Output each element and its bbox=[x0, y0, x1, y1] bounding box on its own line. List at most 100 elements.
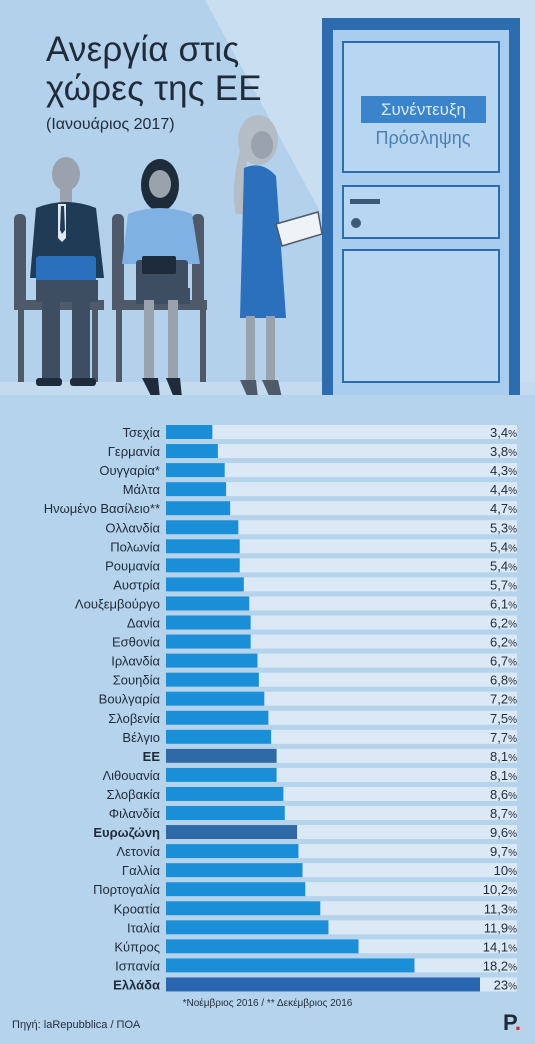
title-block: Ανεργία στις χώρες της ΕΕ (Ιανουάριος 20… bbox=[46, 30, 286, 134]
category-label-27: Ιταλία bbox=[127, 920, 160, 935]
seated-woman-figure bbox=[122, 159, 200, 395]
category-label-17: Βέλγιο bbox=[122, 730, 160, 745]
value-label-2: 3,8% bbox=[490, 444, 517, 459]
bar-17 bbox=[166, 729, 272, 744]
value-label-12: 6,2% bbox=[490, 635, 517, 650]
category-label-7: Πολωνία bbox=[110, 539, 160, 554]
category-label-25: Πορτογαλία bbox=[93, 882, 160, 897]
bar-7 bbox=[166, 539, 240, 554]
category-label-6: Ολλανδία bbox=[105, 520, 160, 535]
document-icon bbox=[275, 211, 323, 247]
bar-track-5 bbox=[166, 501, 517, 516]
bar-14 bbox=[166, 672, 259, 687]
bar-15 bbox=[166, 691, 265, 706]
bar-19 bbox=[166, 767, 277, 782]
category-label-19: Λιθουανία bbox=[102, 768, 160, 783]
footnote: *Νοέμβριος 2016 / ** Δεκέμβριος 2016 bbox=[182, 998, 353, 1009]
value-label-9: 5,7% bbox=[490, 577, 517, 592]
bar-1 bbox=[166, 425, 213, 439]
bar-chart-svg: Τσεχία 3,4% Γερμανία 3,8% Ουγγαρία* 4,3% Μάλτα… bbox=[44, 425, 517, 992]
bar-5 bbox=[166, 501, 231, 516]
value-label-11: 6,2% bbox=[490, 616, 517, 631]
bar-12 bbox=[166, 634, 251, 649]
bar-27 bbox=[166, 920, 329, 935]
door-handle bbox=[350, 199, 380, 204]
bar-21 bbox=[166, 806, 285, 820]
bar-track-10 bbox=[166, 596, 517, 611]
logo-letter: P bbox=[503, 1010, 515, 1035]
unemployment-bar-chart: Τσεχία 3,4% Γερμανία 3,8% Ουγγαρία* 4,3% Μάλτα… bbox=[0, 395, 535, 995]
door-lock bbox=[351, 218, 361, 228]
bar-4 bbox=[166, 482, 227, 497]
bar-11 bbox=[166, 615, 251, 630]
value-label-19: 8,1% bbox=[490, 768, 517, 783]
source-credit: Πηγή: laRepubblica / ΠΟΑ bbox=[12, 1019, 141, 1031]
value-label-15: 7,2% bbox=[490, 692, 517, 707]
category-label-20: Σλοβακία bbox=[107, 787, 161, 802]
bar-track-11 bbox=[166, 615, 517, 630]
value-label-18: 8,1% bbox=[490, 749, 517, 764]
bar-18 bbox=[166, 748, 277, 763]
bar-22 bbox=[166, 825, 298, 840]
category-label-30: Ελλάδα bbox=[113, 977, 160, 992]
door bbox=[322, 18, 520, 395]
bar-track-2 bbox=[166, 444, 517, 459]
title-line-1: Ανεργία στις bbox=[46, 30, 240, 69]
value-label-30: 23% bbox=[494, 977, 517, 992]
bar-8 bbox=[166, 558, 240, 573]
bar-track-12 bbox=[166, 634, 517, 649]
category-label-22: Ευρωζώνη bbox=[93, 825, 160, 840]
man-figure bbox=[30, 157, 104, 386]
bar-10 bbox=[166, 596, 250, 611]
bar-25 bbox=[166, 882, 306, 897]
value-label-16: 7,5% bbox=[490, 711, 517, 726]
value-label-22: 9,6% bbox=[490, 825, 517, 840]
category-label-29: Ισπανία bbox=[115, 958, 160, 973]
value-label-26: 11,3% bbox=[484, 901, 517, 916]
bar-28 bbox=[166, 939, 359, 954]
category-label-21: Φιλανδία bbox=[109, 806, 161, 821]
category-label-5: Ηνωμένο Βασίλειο** bbox=[44, 501, 160, 516]
value-label-29: 18,2% bbox=[483, 958, 517, 973]
bar-13 bbox=[166, 653, 258, 668]
category-label-28: Κύπρος bbox=[114, 939, 160, 954]
value-label-23: 9,7% bbox=[490, 844, 517, 859]
category-label-11: Δανία bbox=[127, 616, 161, 631]
category-label-4: Μάλτα bbox=[123, 482, 161, 497]
category-label-1: Τσεχία bbox=[122, 425, 160, 440]
value-label-8: 5,4% bbox=[490, 558, 517, 573]
title-line-2: χώρες της ΕΕ bbox=[46, 69, 262, 108]
category-label-18: ΕΕ bbox=[143, 749, 161, 764]
page-title: Ανεργία στις χώρες της ΕΕ bbox=[46, 30, 286, 108]
bar-20 bbox=[166, 786, 284, 801]
category-label-3: Ουγγαρία* bbox=[99, 463, 160, 478]
value-label-17: 7,7% bbox=[490, 730, 517, 745]
bar-track-8 bbox=[166, 558, 517, 573]
value-label-7: 5,4% bbox=[490, 539, 517, 554]
value-label-28: 14,1% bbox=[483, 939, 517, 954]
hero-illustration: Ανεργία στις χώρες της ΕΕ (Ιανουάριος 20… bbox=[0, 0, 535, 395]
bar-track-3 bbox=[166, 463, 517, 478]
standing-woman-figure bbox=[233, 115, 323, 395]
bar-track-4 bbox=[166, 482, 517, 497]
bar-2 bbox=[166, 444, 218, 459]
value-label-14: 6,8% bbox=[490, 673, 517, 688]
bar-16 bbox=[166, 710, 269, 725]
category-label-12: Εσθονία bbox=[112, 635, 161, 650]
bar-23 bbox=[166, 844, 299, 859]
category-label-14: Σουηδία bbox=[113, 673, 161, 688]
value-label-24: 10% bbox=[494, 863, 517, 878]
value-label-1: 3,4% bbox=[490, 425, 517, 440]
bar-9 bbox=[166, 577, 244, 592]
value-label-20: 8,6% bbox=[490, 787, 517, 802]
value-label-21: 8,7% bbox=[490, 806, 517, 821]
door-sign-line-2: Πρόσληψης bbox=[375, 128, 471, 148]
bar-29 bbox=[166, 958, 415, 973]
value-label-3: 4,3% bbox=[490, 463, 517, 478]
bar-track-1 bbox=[166, 425, 517, 439]
bar-track-6 bbox=[166, 520, 517, 535]
bar-6 bbox=[166, 520, 239, 535]
category-label-15: Βουλγαρία bbox=[99, 692, 161, 707]
bar-track-7 bbox=[166, 539, 517, 554]
value-label-25: 10,2% bbox=[483, 882, 517, 897]
